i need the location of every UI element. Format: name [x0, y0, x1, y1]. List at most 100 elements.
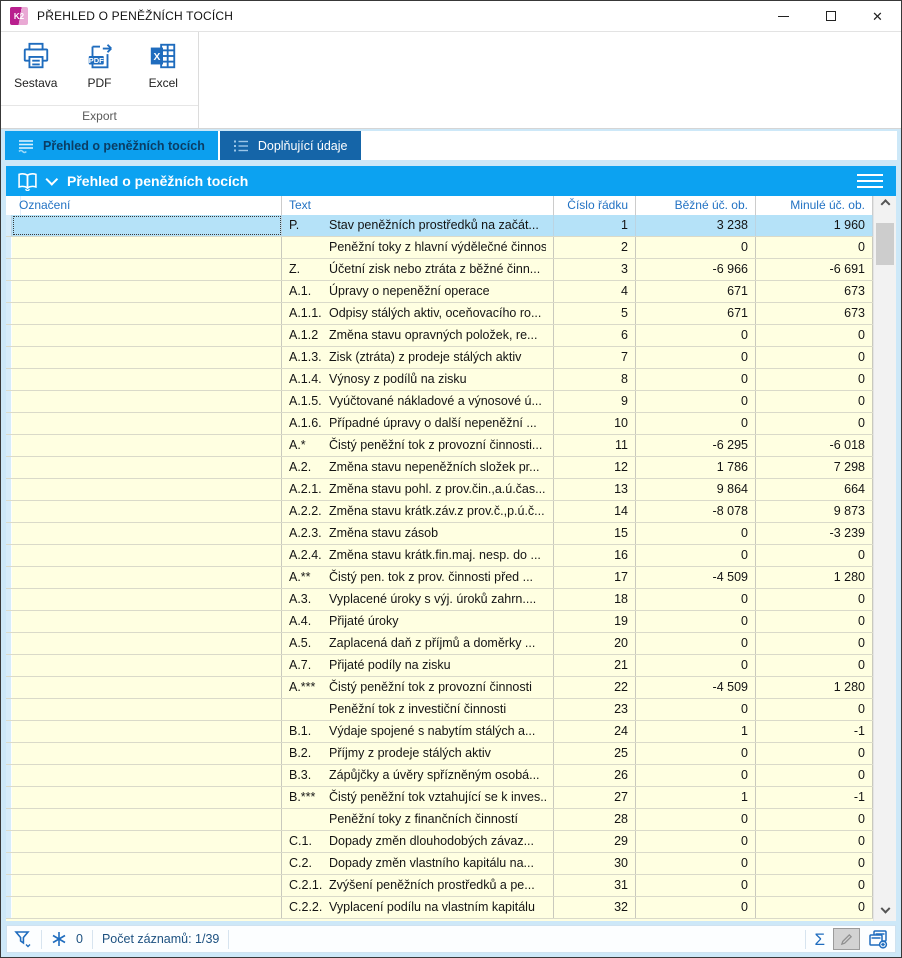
table-row[interactable]: A.1.1. Odpisy stálých aktiv, oceňovacího…: [6, 303, 873, 325]
cell-oznaceni[interactable]: [12, 809, 282, 830]
table-row[interactable]: A.1.4. Výnosy z podílů na zisku 8 0 0: [6, 369, 873, 391]
cell-text[interactable]: A.1.5. Vyúčtované nákladové a výnosové ú…: [282, 391, 554, 412]
cell-bezne-uc-ob[interactable]: 1: [636, 787, 756, 808]
cell-oznaceni[interactable]: [12, 347, 282, 368]
cell-oznaceni[interactable]: [12, 413, 282, 434]
cell-text[interactable]: A.1.1. Odpisy stálých aktiv, oceňovacího…: [282, 303, 554, 324]
cell-oznaceni[interactable]: [12, 523, 282, 544]
cell-text[interactable]: A.1.4. Výnosy z podílů na zisku: [282, 369, 554, 390]
cell-cislo-radku[interactable]: 20: [554, 633, 636, 654]
scroll-up-button[interactable]: [874, 196, 896, 215]
cell-oznaceni[interactable]: [12, 897, 282, 918]
cell-cislo-radku[interactable]: 2: [554, 237, 636, 258]
cell-bezne-uc-ob[interactable]: 0: [636, 875, 756, 896]
cell-minule-uc-ob[interactable]: 0: [756, 853, 873, 874]
cell-text[interactable]: B.2. Příjmy z prodeje stálých aktiv: [282, 743, 554, 764]
cell-minule-uc-ob[interactable]: 1 280: [756, 567, 873, 588]
cell-minule-uc-ob[interactable]: 0: [756, 743, 873, 764]
cell-bezne-uc-ob[interactable]: 0: [636, 611, 756, 632]
cell-text[interactable]: A.2. Změna stavu nepeněžních složek pr..…: [282, 457, 554, 478]
cell-cislo-radku[interactable]: 8: [554, 369, 636, 390]
table-row[interactable]: B.1. Výdaje spojené s nabytím stálých a.…: [6, 721, 873, 743]
cell-cislo-radku[interactable]: 6: [554, 325, 636, 346]
cell-minule-uc-ob[interactable]: 0: [756, 875, 873, 896]
cell-text[interactable]: A.2.2. Změna stavu krátk.záv.z prov.č.,p…: [282, 501, 554, 522]
cell-bezne-uc-ob[interactable]: 1: [636, 721, 756, 742]
cell-cislo-radku[interactable]: 26: [554, 765, 636, 786]
cell-cislo-radku[interactable]: 5: [554, 303, 636, 324]
pdf-export-button[interactable]: PDF PDF: [71, 41, 129, 90]
cell-oznaceni[interactable]: [12, 853, 282, 874]
cell-bezne-uc-ob[interactable]: 0: [636, 655, 756, 676]
cell-text[interactable]: Peněžní tok z investiční činnosti: [282, 699, 554, 720]
cell-text[interactable]: A.2.3. Změna stavu zásob: [282, 523, 554, 544]
cell-text[interactable]: C.2. Dopady změn vlastního kapitálu na..…: [282, 853, 554, 874]
cell-cislo-radku[interactable]: 3: [554, 259, 636, 280]
table-row[interactable]: Peněžní tok z investiční činnosti 23 0 0: [6, 699, 873, 721]
cell-minule-uc-ob[interactable]: -6 691: [756, 259, 873, 280]
cell-bezne-uc-ob[interactable]: -4 509: [636, 567, 756, 588]
cell-cislo-radku[interactable]: 16: [554, 545, 636, 566]
cell-oznaceni[interactable]: [12, 743, 282, 764]
table-row[interactable]: A.2.1. Změna stavu pohl. z prov.čin.,a.ú…: [6, 479, 873, 501]
cell-oznaceni[interactable]: [12, 259, 282, 280]
cell-bezne-uc-ob[interactable]: 0: [636, 347, 756, 368]
cell-oznaceni[interactable]: [12, 237, 282, 258]
cell-text[interactable]: A.4. Přijaté úroky: [282, 611, 554, 632]
cell-oznaceni[interactable]: [12, 589, 282, 610]
cell-text[interactable]: Peněžní toky z hlavní výdělečné činnosti…: [282, 237, 554, 258]
scrollbar-track[interactable]: [874, 215, 896, 902]
cell-oznaceni[interactable]: [12, 831, 282, 852]
table-row[interactable]: A.1.5. Vyúčtované nákladové a výnosové ú…: [6, 391, 873, 413]
table-row[interactable]: A.** Čistý pen. tok z prov. činnosti pře…: [6, 567, 873, 589]
cell-cislo-radku[interactable]: 11: [554, 435, 636, 456]
cell-bezne-uc-ob[interactable]: 0: [636, 897, 756, 918]
cell-text[interactable]: B.1. Výdaje spojené s nabytím stálých a.…: [282, 721, 554, 742]
cell-oznaceni[interactable]: [12, 215, 282, 236]
table-row[interactable]: A.1.6. Případné úpravy o další nepeněžní…: [6, 413, 873, 435]
cell-cislo-radku[interactable]: 14: [554, 501, 636, 522]
cell-cislo-radku[interactable]: 10: [554, 413, 636, 434]
cell-text[interactable]: C.2.2. Vyplacení podílu na vlastním kapi…: [282, 897, 554, 918]
cell-oznaceni[interactable]: [12, 765, 282, 786]
cell-text[interactable]: A.1.2 Změna stavu opravných položek, re.…: [282, 325, 554, 346]
cell-cislo-radku[interactable]: 24: [554, 721, 636, 742]
cell-cislo-radku[interactable]: 18: [554, 589, 636, 610]
sum-button[interactable]: Σ: [814, 929, 825, 949]
cell-cislo-radku[interactable]: 27: [554, 787, 636, 808]
cell-minule-uc-ob[interactable]: 0: [756, 325, 873, 346]
table-row[interactable]: B.2. Příjmy z prodeje stálých aktiv 25 0…: [6, 743, 873, 765]
cell-oznaceni[interactable]: [12, 699, 282, 720]
cell-minule-uc-ob[interactable]: 673: [756, 281, 873, 302]
cell-text[interactable]: B.*** Čistý peněžní tok vztahující se k …: [282, 787, 554, 808]
table-row[interactable]: A.2.3. Změna stavu zásob 15 0 -3 239: [6, 523, 873, 545]
table-row[interactable]: A.4. Přijaté úroky 19 0 0: [6, 611, 873, 633]
scrollbar-thumb[interactable]: [876, 223, 894, 265]
cell-minule-uc-ob[interactable]: 0: [756, 391, 873, 412]
cell-minule-uc-ob[interactable]: 0: [756, 831, 873, 852]
cell-text[interactable]: A.1. Úpravy o nepeněžní operace: [282, 281, 554, 302]
cell-bezne-uc-ob[interactable]: -6 966: [636, 259, 756, 280]
cell-cislo-radku[interactable]: 19: [554, 611, 636, 632]
cell-minule-uc-ob[interactable]: 0: [756, 589, 873, 610]
cell-oznaceni[interactable]: [12, 391, 282, 412]
column-header-bezne-uc-ob[interactable]: Běžné úč. ob.: [636, 196, 756, 215]
cell-oznaceni[interactable]: [12, 787, 282, 808]
excel-export-button[interactable]: X Excel: [134, 41, 192, 90]
cell-oznaceni[interactable]: [12, 479, 282, 500]
cell-minule-uc-ob[interactable]: 0: [756, 413, 873, 434]
table-row[interactable]: A.1.2 Změna stavu opravných položek, re.…: [6, 325, 873, 347]
duplicate-record-button[interactable]: [868, 929, 888, 949]
cell-cislo-radku[interactable]: 17: [554, 567, 636, 588]
cell-cislo-radku[interactable]: 7: [554, 347, 636, 368]
cell-bezne-uc-ob[interactable]: 0: [636, 325, 756, 346]
report-button[interactable]: Sestava: [7, 41, 65, 90]
cell-minule-uc-ob[interactable]: -6 018: [756, 435, 873, 456]
cell-bezne-uc-ob[interactable]: 1 786: [636, 457, 756, 478]
filter-button[interactable]: [14, 930, 32, 948]
cell-bezne-uc-ob[interactable]: 3 238: [636, 215, 756, 236]
cell-minule-uc-ob[interactable]: -1: [756, 721, 873, 742]
cell-bezne-uc-ob[interactable]: 0: [636, 369, 756, 390]
table-row[interactable]: A.1. Úpravy o nepeněžní operace 4 671 67…: [6, 281, 873, 303]
cell-bezne-uc-ob[interactable]: 0: [636, 589, 756, 610]
